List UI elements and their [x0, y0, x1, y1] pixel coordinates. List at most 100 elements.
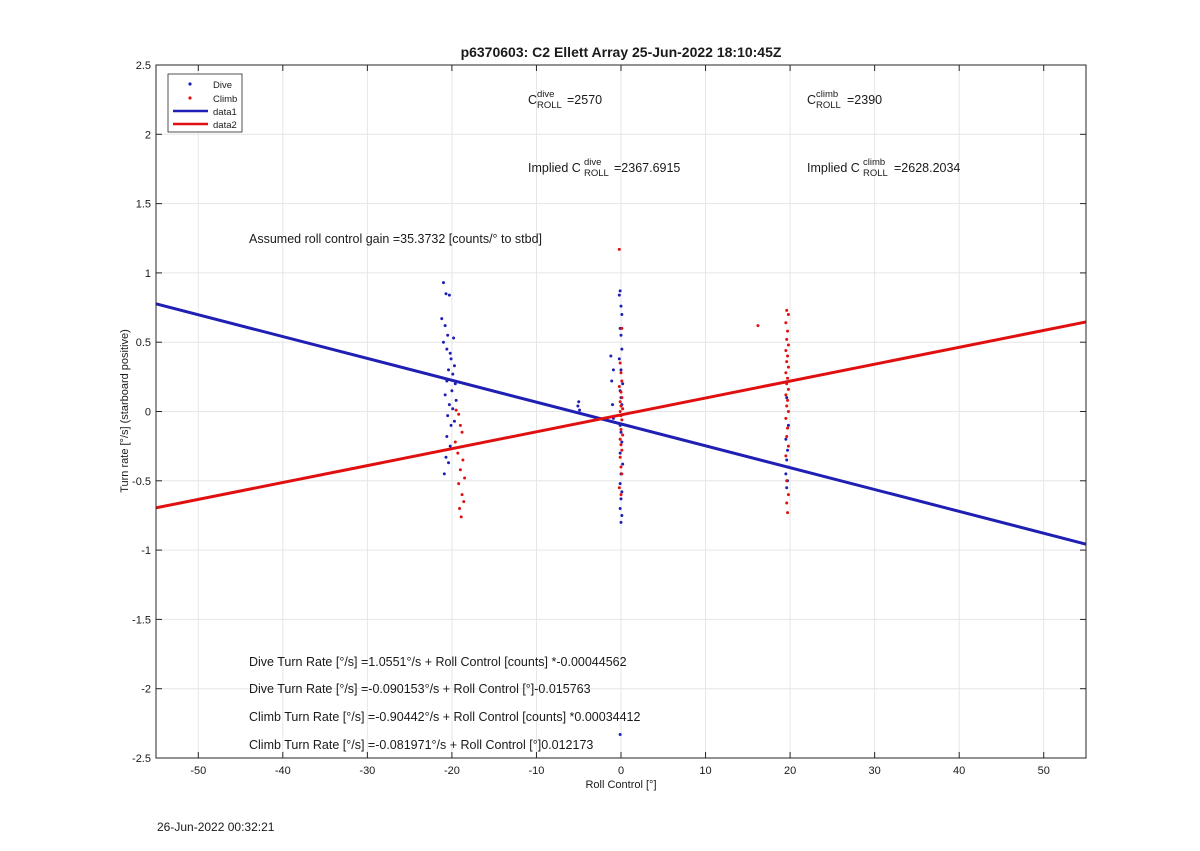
- dive-point: [451, 372, 455, 376]
- x-tick-label: 30: [869, 765, 881, 777]
- x-tick-label: -10: [529, 765, 545, 777]
- climb-point: [453, 440, 457, 444]
- climb-point: [618, 455, 622, 459]
- chart-title: p6370603: C2 Ellett Array 25-Jun-2022 18…: [461, 44, 782, 60]
- y-tick-label: 1.5: [136, 199, 151, 211]
- y-tick-label: -1.5: [132, 614, 151, 626]
- climb-point: [784, 321, 788, 325]
- dive-point: [618, 289, 622, 293]
- y-tick-label: -1: [141, 545, 151, 557]
- dive-point: [445, 434, 449, 438]
- climb-point: [618, 400, 622, 404]
- dive-point: [449, 423, 453, 427]
- x-tick-label: -40: [275, 765, 291, 777]
- legend-data1-label: data1: [213, 107, 237, 118]
- y-tick-label: -2.5: [132, 753, 151, 765]
- annotation-equation-2: Dive Turn Rate [°/s] =-0.090153°/s + Rol…: [249, 682, 591, 696]
- annotation-equation-4: Climb Turn Rate [°/s] =-0.081971°/s + Ro…: [249, 738, 593, 752]
- y-tick-label: -2: [141, 684, 151, 696]
- dive-point: [611, 368, 615, 372]
- climb-point: [784, 371, 788, 375]
- series-data2: [155, 320, 1087, 510]
- dive-point: [620, 490, 624, 494]
- climb-point: [457, 412, 461, 416]
- climb-point: [619, 443, 623, 447]
- climb-point: [617, 486, 621, 490]
- svg-text:ROLL: ROLL: [863, 168, 888, 179]
- climb-point: [785, 501, 789, 505]
- x-tick-label: 0: [618, 765, 624, 777]
- series-data1: [155, 302, 1087, 546]
- svg-text:=2628.2034: =2628.2034: [894, 161, 960, 175]
- dive-point: [443, 324, 447, 328]
- svg-text:ROLL: ROLL: [584, 168, 609, 179]
- annotation-equation-3: Climb Turn Rate [°/s] =-0.90442°/s + Rol…: [249, 710, 641, 724]
- y-tick-label: -0.5: [132, 476, 151, 488]
- climb-point: [785, 479, 789, 483]
- climb-point: [457, 482, 461, 486]
- svg-text:C: C: [807, 93, 816, 107]
- climb-point: [619, 493, 623, 497]
- climb-point: [621, 407, 625, 411]
- annotation-gain: Assumed roll control gain =35.3732 [coun…: [249, 232, 542, 246]
- legend-dive-marker: [188, 82, 192, 86]
- climb-point: [458, 507, 462, 511]
- dive-point: [444, 292, 448, 296]
- climb-point: [784, 416, 788, 420]
- dive-point: [620, 347, 624, 351]
- climb-point: [784, 349, 788, 353]
- climb-point: [459, 515, 463, 519]
- y-axis-label: Turn rate [°/s] (starboard positive): [119, 329, 131, 493]
- dive-point: [452, 364, 456, 368]
- svg-text:dive: dive: [584, 157, 601, 168]
- legend-climb-marker: [188, 96, 192, 100]
- dive-point: [620, 513, 624, 517]
- dive-point: [786, 423, 790, 427]
- dive-point: [447, 293, 451, 297]
- svg-text:Implied C: Implied C: [807, 161, 860, 175]
- x-tick-label: -50: [190, 765, 206, 777]
- climb-point: [786, 376, 790, 380]
- x-tick-label: 10: [699, 765, 711, 777]
- dive-point: [610, 379, 614, 383]
- climb-point: [786, 511, 790, 515]
- x-tick-label: -30: [359, 765, 375, 777]
- climb-point: [462, 500, 466, 504]
- dive-point: [577, 400, 581, 404]
- dive-point: [444, 455, 448, 459]
- climb-point: [785, 404, 789, 408]
- dive-point: [446, 333, 450, 337]
- series-layer: [155, 247, 1087, 736]
- climb-point: [620, 418, 624, 422]
- dive-point: [449, 357, 453, 361]
- climb-point: [617, 385, 621, 389]
- climb-point: [458, 423, 462, 427]
- climb-point: [619, 404, 623, 408]
- climb-point: [785, 360, 789, 364]
- climb-point: [786, 410, 790, 413]
- dive-point: [617, 293, 621, 297]
- dive-point: [576, 404, 580, 408]
- dive-point: [785, 396, 789, 400]
- legend-dive-label: Dive: [213, 80, 232, 91]
- climb-point: [620, 472, 624, 476]
- climb-point: [786, 343, 790, 347]
- dive-point: [447, 461, 451, 465]
- dive-point: [448, 351, 452, 355]
- climb-point: [785, 434, 789, 438]
- climb-point: [786, 365, 790, 369]
- climb-point: [784, 454, 788, 458]
- climb-point: [620, 448, 624, 452]
- dive-point: [452, 336, 456, 340]
- legend: Dive Climb data1 data2: [167, 73, 243, 133]
- dive-point: [619, 430, 623, 434]
- climb-point: [786, 444, 790, 448]
- climb-point: [618, 361, 622, 365]
- svg-text:Implied C: Implied C: [528, 161, 581, 175]
- dive-point: [443, 393, 447, 397]
- x-tick-label: -20: [444, 765, 460, 777]
- climb-point: [619, 390, 623, 394]
- climb-point: [784, 393, 788, 397]
- series-dive: [440, 281, 790, 736]
